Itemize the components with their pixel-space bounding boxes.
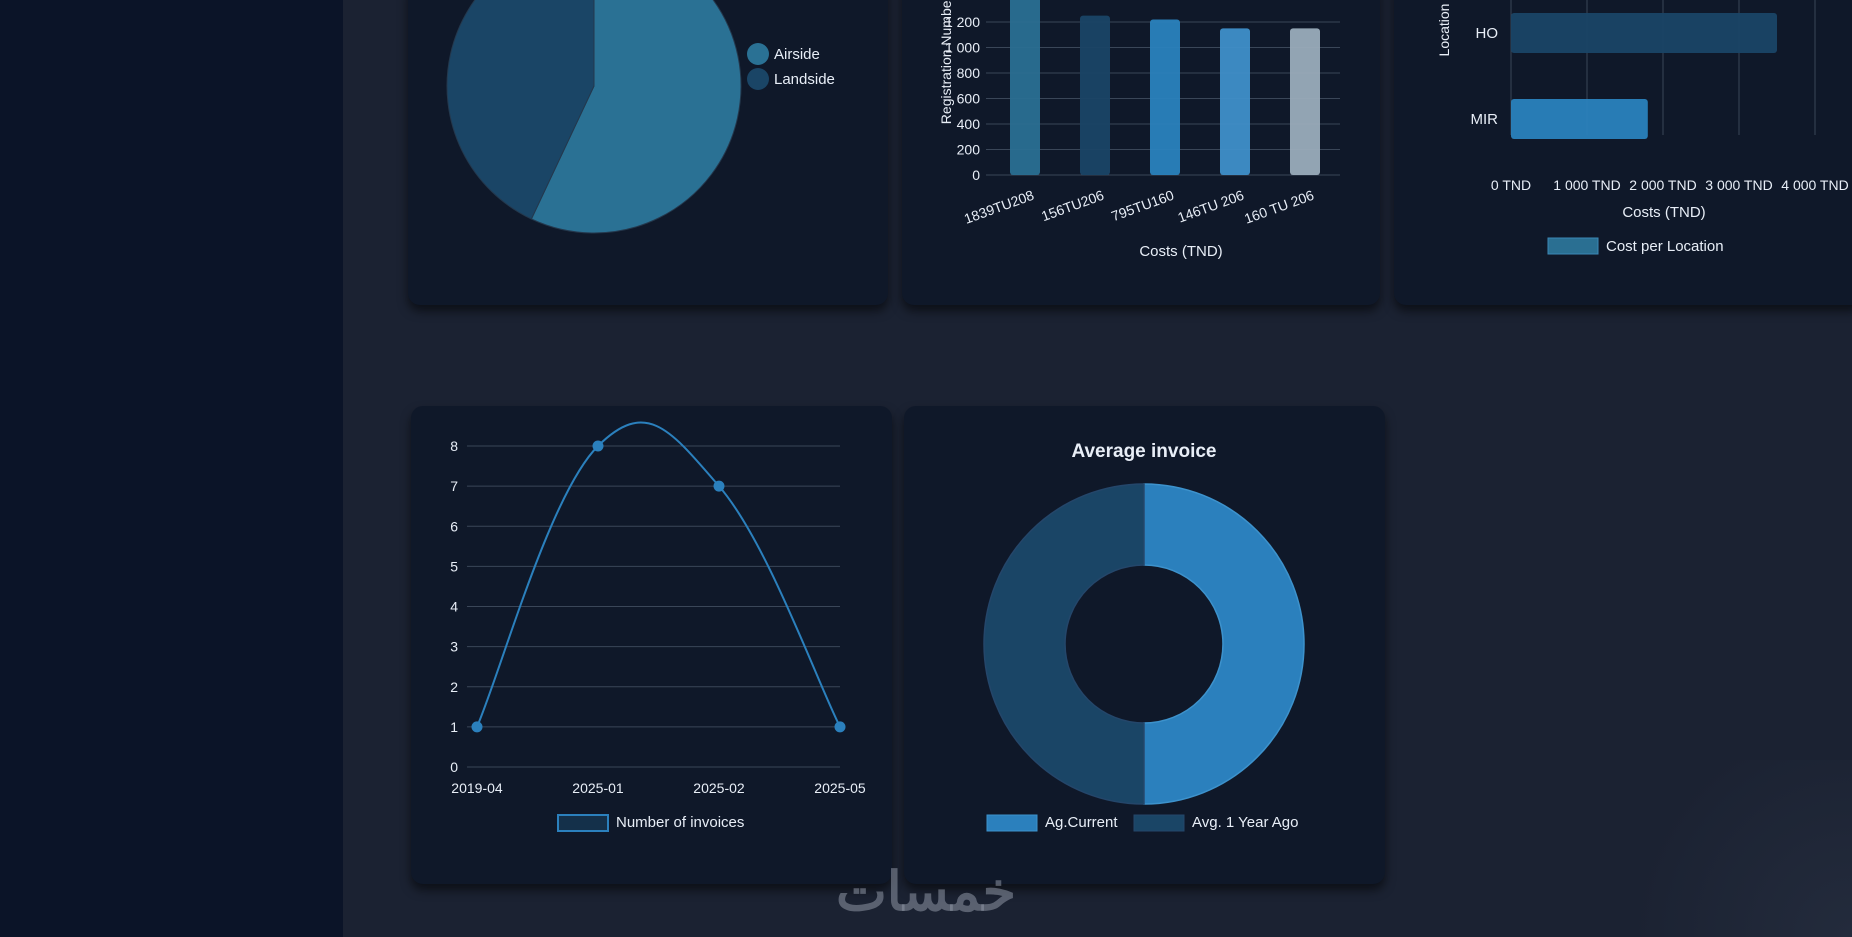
y-tick-label: 1 — [450, 719, 458, 735]
legend-swatch-airside — [747, 43, 769, 65]
pie-slice-airside — [530, 0, 742, 234]
legend-label: Ag.Current — [1045, 814, 1118, 831]
y-tick-label: HO — [1476, 25, 1499, 42]
x-tick-label: 2025-05 — [814, 780, 866, 796]
pie-chart: Airside Landside — [446, 0, 835, 234]
x-tick-label: 795TU160 — [1109, 187, 1176, 224]
y-tick-label: 800 — [957, 65, 981, 81]
legend-swatch-landside — [747, 68, 769, 90]
location-cost-chart: 0 TND 1 000 TND 2 000 TND 3 000 TND 4 000 TN… — [1436, 0, 1849, 255]
line-point — [834, 721, 846, 733]
x-tick-label: 2019-04 — [451, 780, 503, 796]
invoices-line-card: 0 1 2 3 4 5 6 7 8 2019-04 2025-01 2025-02 2025-05 Num… — [411, 406, 892, 884]
x-tick-label: 146TU 206 — [1175, 187, 1246, 226]
bar-3 — [1220, 28, 1250, 175]
invoices-line — [476, 421, 841, 728]
y-tick-label: 5 — [450, 558, 458, 574]
sidebar — [0, 0, 343, 937]
y-tick-label: 2 — [450, 679, 458, 695]
y-tick-label: 0 — [450, 759, 458, 775]
background-texture — [1592, 760, 1852, 937]
x-tick-label: 1 000 TND — [1553, 177, 1620, 193]
bar-chart-card: 0 200 400 600 800 1 000 1 200 1839TU208 156TU206… — [902, 0, 1380, 305]
line-point — [592, 440, 604, 452]
y-tick-label: 1 000 — [945, 40, 980, 56]
chart-title: Average invoice — [1071, 441, 1216, 462]
average-invoice-card: Average invoice Ag.Current Avg. 1 Year Ago — [904, 406, 1385, 884]
legend-label-landside: Landside — [774, 71, 835, 88]
y-tick-label: 0 — [972, 167, 980, 183]
donut-segment-0 — [1143, 483, 1305, 805]
line-point — [471, 721, 483, 733]
bar-0 — [1010, 0, 1040, 175]
x-tick-label: 2025-01 — [572, 780, 624, 796]
y-axis-label: Registration Number — [938, 0, 954, 124]
legend-swatch — [1547, 237, 1599, 255]
y-tick-label: 400 — [957, 116, 981, 132]
registration-bar-chart: 0 200 400 600 800 1 000 1 200 1839TU208 156TU206… — [938, 0, 1340, 260]
watermark-logo-text: خمسات — [836, 862, 1016, 922]
legend-swatch-0 — [986, 814, 1038, 832]
bar-1 — [1080, 15, 1110, 175]
x-tick-label: 0 TND — [1491, 177, 1531, 193]
hbar-mir — [1511, 99, 1648, 139]
x-tick-label: 3 000 TND — [1705, 177, 1772, 193]
pie-chart-card: Airside Landside — [408, 0, 888, 305]
x-axis-label: Costs (TND) — [1622, 204, 1705, 221]
y-tick-label: 3 — [450, 639, 458, 655]
x-tick-label: 156TU206 — [1039, 187, 1106, 224]
y-axis-label: Location — [1436, 4, 1452, 57]
y-tick-label: 6 — [450, 518, 458, 534]
y-tick-label: MIR — [1471, 111, 1499, 128]
line-point — [713, 480, 725, 492]
x-tick-label: 2 000 TND — [1629, 177, 1696, 193]
legend-swatch-1 — [1133, 814, 1185, 832]
bar-2 — [1150, 19, 1180, 176]
legend-label: Cost per Location — [1606, 238, 1724, 255]
x-tick-label: 4 000 TND — [1781, 177, 1848, 193]
y-tick-label: 1 200 — [945, 14, 980, 30]
khamsat-watermark: خمسات — [836, 862, 1016, 922]
x-axis-label: Costs (TND) — [1139, 243, 1222, 260]
legend-label: Avg. 1 Year Ago — [1192, 814, 1299, 831]
legend-swatch — [557, 814, 609, 832]
y-tick-label: 7 — [450, 478, 458, 494]
pie-slice-landside — [446, 0, 595, 220]
location-cost-card: 0 TND 1 000 TND 2 000 TND 3 000 TND 4 000 TN… — [1394, 0, 1852, 305]
y-tick-label: 4 — [450, 599, 458, 615]
hbar-ho — [1511, 13, 1777, 53]
legend-label-airside: Airside — [774, 46, 820, 63]
y-tick-label: 600 — [957, 91, 981, 107]
y-tick-label: 200 — [957, 142, 981, 158]
x-tick-label: 2025-02 — [693, 780, 745, 796]
legend-label: Number of invoices — [616, 814, 744, 831]
donut-segment-1 — [983, 483, 1145, 805]
invoices-line-chart: 0 1 2 3 4 5 6 7 8 2019-04 2025-01 2025-02 2025-05 Num… — [450, 421, 866, 832]
x-tick-label: 160 TU 206 — [1242, 187, 1316, 227]
average-invoice-donut: Average invoice Ag.Current Avg. 1 Year Ago — [983, 441, 1305, 832]
y-tick-label: 8 — [450, 438, 458, 454]
x-tick-label: 1839TU208 — [962, 187, 1036, 227]
bar-4 — [1290, 28, 1320, 175]
